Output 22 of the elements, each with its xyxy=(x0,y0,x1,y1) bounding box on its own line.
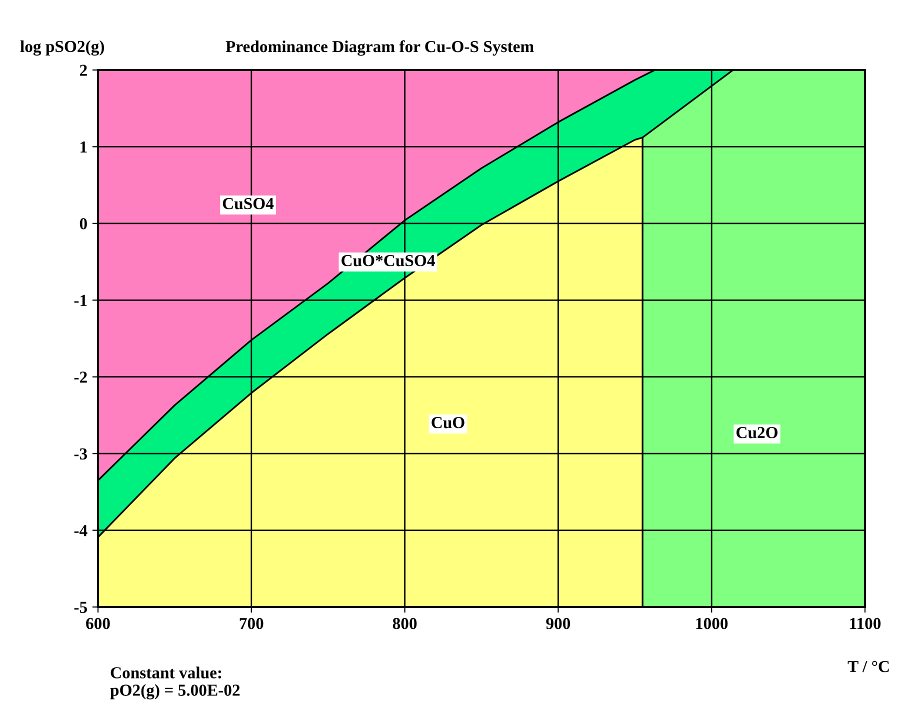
x-tick-label: 700 xyxy=(240,618,264,630)
x-tick-label: 800 xyxy=(392,618,417,630)
x-tick-label: 1000 xyxy=(696,618,728,630)
y-tick-label: 0 xyxy=(80,218,87,230)
chart-title: Predominance Diagram for Cu-O-S System xyxy=(226,40,534,56)
x-tick-label: 600 xyxy=(86,618,110,630)
y-tick-label: -5 xyxy=(74,602,87,613)
y-tick-label: -3 xyxy=(74,448,88,460)
y-tick-label: 2 xyxy=(80,64,87,76)
x-axis-title: T / °C xyxy=(848,660,889,672)
y-tick-label: -2 xyxy=(74,372,87,383)
x-tick-label: 900 xyxy=(546,618,570,630)
x-tick-label: 1100 xyxy=(850,618,881,630)
annotation: Cu2O xyxy=(736,426,778,438)
y-tick-label: -1 xyxy=(74,294,87,306)
y-tick-label: -4 xyxy=(74,525,88,536)
annotation: CuO xyxy=(432,416,464,428)
y-tick-label: 1 xyxy=(80,141,87,152)
text: Constant value: pO2(g) = 5.00E-02 xyxy=(110,666,240,700)
annotation: CuSO4 xyxy=(222,198,274,210)
annotation: CuO*CuSO4 xyxy=(342,254,435,266)
y-axis-title: log pSO2(g) xyxy=(20,40,104,56)
